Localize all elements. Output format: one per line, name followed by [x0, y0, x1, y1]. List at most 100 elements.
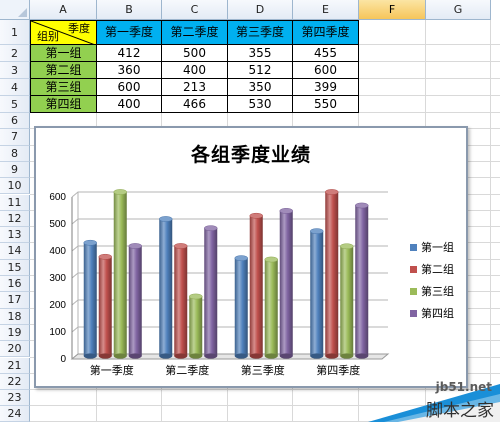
row-header-2[interactable]: 2: [0, 45, 30, 62]
bar-top[interactable]: [355, 202, 369, 209]
bar-base[interactable]: [159, 353, 173, 359]
row-header-7[interactable]: 7: [0, 129, 30, 146]
bar-base[interactable]: [325, 353, 339, 359]
row-header-11[interactable]: 11: [0, 194, 30, 211]
value-cell[interactable]: 530: [227, 95, 293, 113]
bar-第四组-第二季度[interactable]: [204, 228, 218, 356]
bar-base[interactable]: [310, 353, 324, 359]
bar-第二组-第一季度[interactable]: [98, 256, 112, 356]
bar-top[interactable]: [310, 228, 324, 235]
legend-item[interactable]: 第一组: [410, 236, 454, 258]
chart-area[interactable]: 各组季度业绩 0 100 200 300 400 500 600 第一季度 第二季度 第三季度 第四…: [34, 126, 468, 388]
bar-第三组-第一季度[interactable]: [113, 192, 127, 356]
chart-title[interactable]: 各组季度业绩: [190, 144, 311, 166]
row-header-22[interactable]: 22: [0, 373, 30, 391]
select-all-corner[interactable]: [0, 0, 30, 20]
value-cell[interactable]: 412: [96, 44, 162, 62]
row-header-17[interactable]: 17: [0, 292, 30, 309]
row-header-20[interactable]: 20: [0, 341, 30, 358]
row-header-16[interactable]: 16: [0, 276, 30, 293]
row-header-9[interactable]: 9: [0, 161, 30, 179]
value-cell[interactable]: 350: [227, 78, 293, 96]
bar-top[interactable]: [83, 239, 97, 246]
row-header-18[interactable]: 18: [0, 308, 30, 325]
bar-base[interactable]: [279, 353, 293, 359]
bar-第四组-第一季度[interactable]: [128, 246, 142, 356]
bar-top[interactable]: [159, 216, 173, 222]
bar-top[interactable]: [98, 253, 112, 260]
row-header-23[interactable]: 23: [0, 390, 30, 407]
bar-base[interactable]: [249, 353, 263, 359]
bar-第二组-第四季度[interactable]: [325, 192, 339, 356]
value-cell[interactable]: 399: [292, 78, 359, 96]
row-header-24[interactable]: 24: [0, 406, 30, 422]
bar-base[interactable]: [83, 353, 97, 359]
bar-第四组-第四季度[interactable]: [355, 205, 369, 357]
legend-item[interactable]: 第二组: [410, 258, 454, 280]
bar-top[interactable]: [113, 189, 127, 195]
row-header-6[interactable]: 6: [0, 113, 30, 130]
bar-base[interactable]: [128, 353, 142, 359]
group-label-cell[interactable]: 第一组: [30, 44, 97, 62]
row-header-15[interactable]: 15: [0, 259, 30, 276]
bar-第三组-第四季度[interactable]: [340, 246, 354, 356]
quarter-header-cell[interactable]: 第四季度: [292, 20, 359, 45]
row-header-19[interactable]: 19: [0, 324, 30, 342]
bar-第一组-第一季度[interactable]: [83, 242, 97, 356]
value-cell[interactable]: 360: [96, 61, 162, 79]
chart-plot[interactable]: 0 100 200 300 400 500 600 第一季度 第二季度 第三季度 第四季度: [36, 128, 466, 386]
bar-top[interactable]: [279, 208, 293, 214]
chart-legend[interactable]: 第一组 第二组 第三组 第四组: [410, 236, 454, 324]
bar-top[interactable]: [189, 293, 203, 300]
column-header-a[interactable]: A: [30, 0, 97, 20]
bar-top[interactable]: [249, 212, 263, 219]
bar-第二组-第二季度[interactable]: [174, 246, 188, 356]
legend-item[interactable]: 第四组: [410, 302, 454, 324]
column-header-e[interactable]: E: [293, 0, 359, 20]
value-cell[interactable]: 600: [96, 78, 162, 96]
row-header-8[interactable]: 8: [0, 145, 30, 162]
legend-item[interactable]: 第三组: [410, 280, 454, 302]
bar-base[interactable]: [98, 353, 112, 359]
quarter-header-cell[interactable]: 第二季度: [161, 20, 228, 45]
bar-第四组-第三季度[interactable]: [279, 210, 293, 356]
row-header-5[interactable]: 5: [0, 96, 30, 113]
row-header-12[interactable]: 12: [0, 210, 30, 228]
bar-top[interactable]: [264, 256, 278, 263]
column-header-c[interactable]: C: [162, 0, 228, 20]
row-header-3[interactable]: 3: [0, 62, 30, 79]
bar-第三组-第二季度[interactable]: [189, 296, 203, 356]
value-cell[interactable]: 355: [227, 44, 293, 62]
value-cell[interactable]: 500: [161, 44, 228, 62]
bar-top[interactable]: [128, 243, 142, 249]
value-cell[interactable]: 512: [227, 61, 293, 79]
bar-第一组-第四季度[interactable]: [310, 231, 324, 356]
group-label-cell[interactable]: 第二组: [30, 61, 97, 79]
bar-base[interactable]: [340, 353, 354, 359]
bar-第二组-第三季度[interactable]: [249, 215, 263, 356]
column-header-g[interactable]: G: [426, 0, 491, 20]
bar-top[interactable]: [174, 243, 188, 249]
bar-top[interactable]: [325, 189, 339, 195]
bar-top[interactable]: [204, 225, 218, 232]
value-cell[interactable]: 213: [161, 78, 228, 96]
group-label-cell[interactable]: 第四组: [30, 95, 97, 113]
value-cell[interactable]: 466: [161, 95, 228, 113]
bar-base[interactable]: [355, 353, 369, 359]
bar-top[interactable]: [234, 255, 248, 261]
quarter-header-cell[interactable]: 第三季度: [227, 20, 293, 45]
value-cell[interactable]: 400: [96, 95, 162, 113]
column-header-f[interactable]: F: [359, 0, 426, 20]
group-label-cell[interactable]: 第三组: [30, 78, 97, 96]
value-cell[interactable]: 455: [292, 44, 359, 62]
bar-base[interactable]: [234, 353, 248, 359]
bar-base[interactable]: [264, 353, 278, 359]
value-cell[interactable]: 400: [161, 61, 228, 79]
quarter-header-cell[interactable]: 第一季度: [96, 20, 162, 45]
column-header-d[interactable]: D: [228, 0, 293, 20]
bar-第三组-第三季度[interactable]: [264, 259, 278, 357]
value-cell[interactable]: 600: [292, 61, 359, 79]
row-header-21[interactable]: 21: [0, 357, 30, 374]
bar-base[interactable]: [189, 353, 203, 359]
row-header-4[interactable]: 4: [0, 79, 30, 96]
